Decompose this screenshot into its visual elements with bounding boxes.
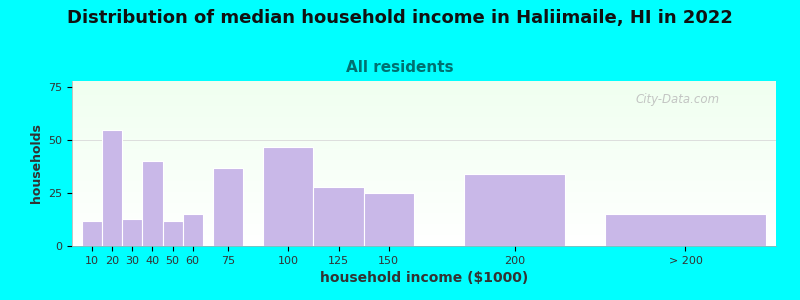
- X-axis label: household income ($1000): household income ($1000): [320, 271, 528, 285]
- Bar: [122, 218, 142, 246]
- Bar: [314, 187, 364, 246]
- Text: All residents: All residents: [346, 60, 454, 75]
- Bar: [263, 147, 314, 246]
- Bar: [162, 220, 182, 246]
- Bar: [364, 193, 414, 246]
- Y-axis label: households: households: [30, 124, 42, 203]
- Bar: [102, 130, 122, 246]
- Bar: [213, 168, 243, 246]
- Bar: [182, 214, 202, 246]
- Bar: [464, 174, 565, 246]
- Text: City-Data.com: City-Data.com: [635, 92, 719, 106]
- Bar: [605, 214, 766, 246]
- Bar: [142, 161, 162, 246]
- Bar: [82, 220, 102, 246]
- Text: Distribution of median household income in Haliimaile, HI in 2022: Distribution of median household income …: [67, 9, 733, 27]
